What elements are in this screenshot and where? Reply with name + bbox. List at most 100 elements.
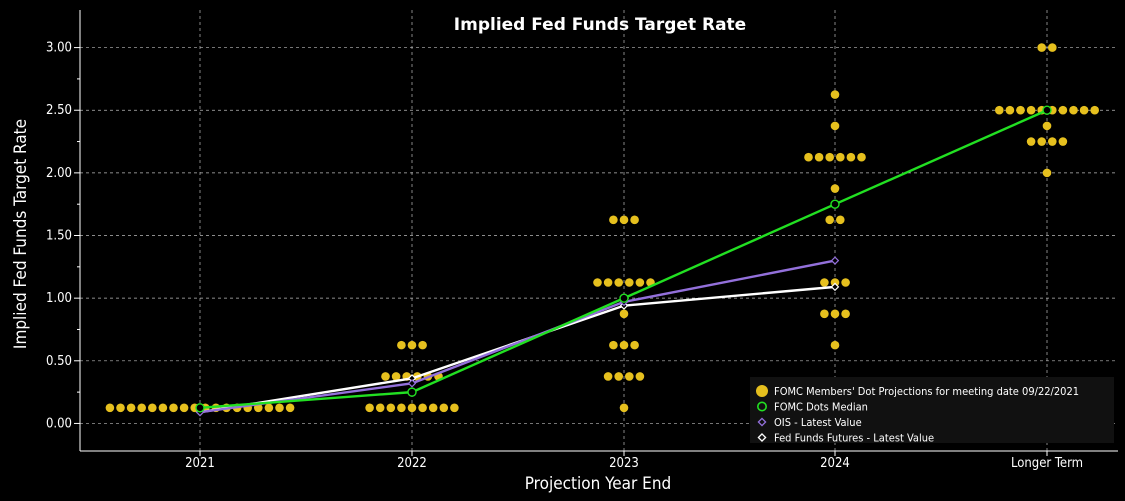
dot-projection <box>418 340 427 350</box>
dot-projection <box>169 403 178 413</box>
dot-projection <box>450 403 459 413</box>
legend-entry: FOMC Members' Dot Projections for meetin… <box>774 385 1079 398</box>
chart-title: Implied Fed Funds Target Rate <box>454 15 746 35</box>
dot-projection <box>619 215 629 225</box>
dot-projection <box>1042 121 1052 131</box>
dot-projection <box>1048 43 1057 52</box>
x-tick-label: 2023 <box>609 456 639 471</box>
x-tick-labels: 2021 2022 2023 2024 Longer Term <box>185 456 1083 471</box>
legend-marker <box>756 385 768 397</box>
series-point <box>1042 105 1052 115</box>
dot-projection <box>820 278 829 287</box>
dot-projection <box>619 403 629 413</box>
dot-projection <box>614 278 623 287</box>
dot-projection <box>830 278 840 287</box>
dot-projection <box>137 403 146 413</box>
series-point <box>195 403 205 413</box>
series-point <box>830 199 840 209</box>
dot-projection <box>158 403 168 413</box>
series-point <box>407 387 417 397</box>
series-point <box>619 293 629 303</box>
dot-projection <box>625 278 634 287</box>
dot-projection <box>179 403 189 413</box>
axes <box>74 10 1118 456</box>
dot-projection <box>1069 105 1078 115</box>
dot-projection <box>1005 105 1015 115</box>
y-tick-label: 1.50 <box>46 229 72 244</box>
dot-projection <box>625 372 634 381</box>
y-tick-label: 0.50 <box>46 354 72 369</box>
dot-projection <box>1037 137 1046 146</box>
dot-projection <box>836 152 845 162</box>
dot-projection <box>264 403 274 413</box>
dot-projection <box>375 403 385 413</box>
x-tick-label: 2024 <box>820 456 850 471</box>
dot-projection <box>391 372 401 381</box>
y-tick-label: 2.50 <box>46 103 72 118</box>
x-tick-label: 2022 <box>397 456 427 471</box>
dot-projection <box>609 215 618 225</box>
legend: FOMC Members' Dot Projections for meetin… <box>750 377 1114 445</box>
dot-projection <box>397 340 406 350</box>
dot-projection <box>285 403 295 413</box>
series-point <box>407 379 417 388</box>
dot-projection <box>830 90 840 99</box>
dot-projection <box>1026 105 1036 115</box>
dot-projection <box>428 403 438 413</box>
dot-projection <box>1058 105 1068 115</box>
dot-projection <box>418 403 427 413</box>
legend-box <box>750 377 1114 443</box>
dot-projection <box>407 403 417 413</box>
dot-projection <box>830 340 840 350</box>
dot-projection <box>841 278 850 287</box>
series-point <box>830 256 840 265</box>
dot-projection <box>116 403 125 413</box>
dot-projection <box>830 121 840 131</box>
dot-projection <box>1058 137 1068 146</box>
y-tick-label: 3.00 <box>46 41 72 56</box>
dot-projection <box>386 403 396 413</box>
dot-projection <box>1016 105 1025 115</box>
x-tick-label: 2021 <box>185 456 215 471</box>
dot-projection <box>148 403 157 413</box>
dot-projection <box>820 309 829 319</box>
dot-projection <box>830 184 840 193</box>
dot-projection <box>619 309 629 319</box>
dot-projection <box>814 152 824 162</box>
legend-marker <box>757 417 767 427</box>
dot-projection <box>603 278 613 287</box>
y-tick-label: 0.00 <box>46 416 72 431</box>
dot-projection <box>1090 105 1099 115</box>
legend-entry: OIS - Latest Value <box>774 416 862 429</box>
dot-projection <box>593 278 602 287</box>
dot-projection <box>614 372 623 381</box>
dot-projection <box>603 372 613 381</box>
series-point <box>830 282 840 292</box>
series-line <box>199 259 836 414</box>
dot-projection <box>381 372 390 381</box>
dot-projection <box>635 278 645 287</box>
legend-entry: Fed Funds Futures - Latest Value <box>774 432 934 445</box>
dot-projection <box>1079 105 1089 115</box>
dot-projection <box>1026 137 1036 146</box>
dot-projection <box>105 403 115 413</box>
dot-projection <box>126 403 136 413</box>
dot-projection <box>846 152 856 162</box>
dot-projection <box>630 340 639 350</box>
dot-projection <box>635 372 645 381</box>
dot-projection <box>995 105 1004 115</box>
dot-projection <box>825 152 834 162</box>
dot-projection <box>407 340 417 350</box>
dot-projection <box>630 215 639 225</box>
dot-projection <box>275 403 284 413</box>
dot-projection <box>365 403 374 413</box>
dot-projection <box>841 309 850 319</box>
dot-projection <box>1048 137 1057 146</box>
series-lines <box>195 105 1052 417</box>
dot-projection <box>609 340 618 350</box>
legend-marker <box>757 432 767 443</box>
dot-projection <box>439 403 449 413</box>
y-axis-label: Implied Fed Funds Target Rate <box>11 119 31 349</box>
x-tick-label: Longer Term <box>1011 456 1083 471</box>
